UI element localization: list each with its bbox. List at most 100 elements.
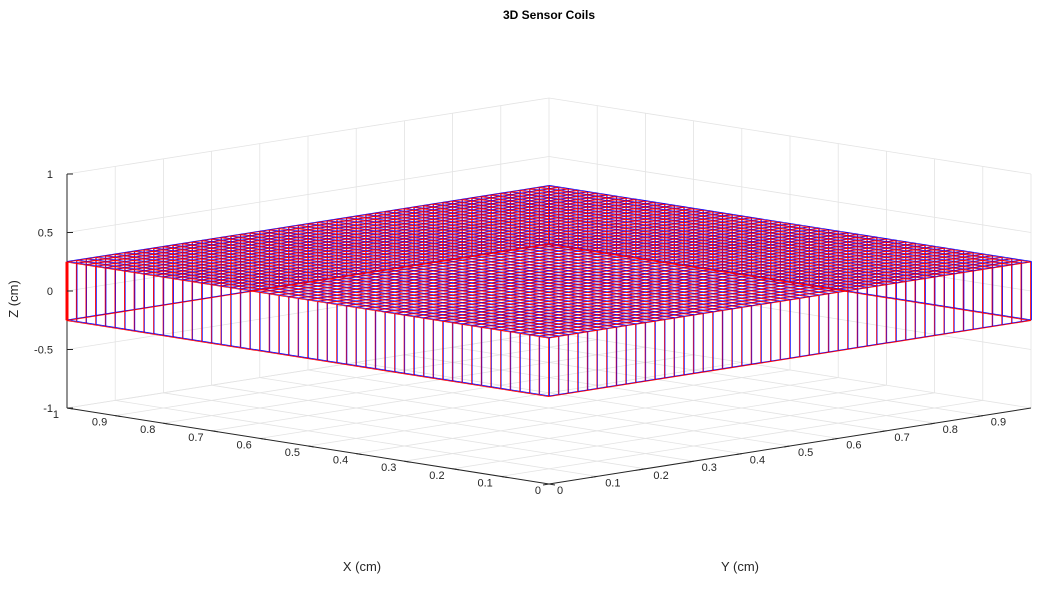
coil-top-line (452, 200, 935, 278)
x-tick-label: 0.9 (92, 417, 107, 429)
grid-line-floor-y (259, 377, 742, 454)
x-tick-mark (356, 453, 363, 456)
coil-top-line (278, 219, 761, 296)
coil-top-line (452, 200, 936, 277)
coil-top-line (297, 222, 781, 299)
coil-top-line (530, 188, 1013, 265)
x-tick-mark (163, 422, 170, 425)
grid-line-floor-y (452, 346, 935, 424)
grid-line-wall-y-horizontal (548, 156, 1032, 233)
coil-top-line (462, 198, 945, 276)
coil-top-line (317, 221, 801, 299)
coil-top-line (143, 197, 626, 275)
z-axis-label: Z (cm) (6, 280, 21, 318)
coil-top-line (443, 201, 926, 279)
coil-top-line (442, 202, 925, 280)
y-tick-mark (783, 445, 791, 448)
y-tick-mark (735, 453, 742, 456)
x-tick-label: 0.4 (333, 455, 348, 467)
x-tick-label: 0.7 (188, 432, 203, 444)
coil-top-line (432, 203, 916, 281)
coil-bottom-edge (66, 320, 549, 397)
coil-top-line (105, 191, 588, 269)
x-tick-label: 0.3 (381, 462, 396, 474)
x-tick-mark (307, 445, 315, 448)
y-tick-mark (639, 468, 646, 471)
grid-line-wall-x-horizontal (66, 331, 550, 409)
coil-top-line (520, 189, 1003, 267)
coil-top-line (346, 217, 829, 295)
x-tick-mark (211, 430, 218, 433)
y-tick-mark (542, 483, 550, 486)
x-tick-mark (452, 468, 459, 471)
x-tick-label: 0.1 (478, 477, 493, 489)
grid-line-wall-y-horizontal (548, 97, 1032, 175)
coil-top-line (76, 187, 559, 264)
coil-top-line (134, 196, 617, 274)
grid-line-floor-y (500, 339, 983, 416)
coil-top-line (162, 200, 646, 278)
y-tick-label: 0.7 (894, 432, 909, 444)
coil-top-line (529, 188, 1012, 266)
coil-bottom-edge (66, 244, 549, 321)
x-axis-label: X (cm) (343, 559, 381, 574)
x-tick-label: 1 (53, 409, 59, 421)
coil-top-line (538, 187, 1022, 264)
coil-top-line (549, 185, 1032, 262)
coil-top-line (326, 220, 809, 298)
x-tick-mark (259, 437, 266, 440)
z-tick-label: 0.5 (38, 228, 53, 240)
axis-ticks: 0 0.1 0.2 0.3 0.4 0.5 0.6 0.7 0.8 0.9 1 0 0.1 0.2 0.3 0… (34, 169, 1006, 497)
grid-line-wall-x-horizontal (66, 156, 550, 233)
y-tick-label: 0.4 (750, 455, 765, 467)
coil-top-line (510, 191, 993, 269)
coil-top-line (355, 216, 838, 293)
y-tick-label: 0.9 (991, 417, 1006, 429)
coil-top-line (308, 223, 791, 300)
x-tick-mark (548, 483, 556, 486)
coil-top-line (307, 223, 790, 301)
y-tick-label: 0.6 (846, 439, 861, 451)
coil-top-line (95, 190, 578, 268)
coil-top-line (548, 185, 1031, 263)
grid-line-floor-y (163, 392, 646, 470)
coil-top-line (519, 190, 1002, 268)
coil-top-line (288, 220, 771, 298)
x-tick-label: 0.6 (237, 439, 252, 451)
coil-bottom-edge (549, 319, 1032, 397)
y-tick-mark (591, 475, 598, 478)
y-tick-label: 0.1 (605, 477, 620, 489)
grid-line-floor-y (404, 354, 887, 432)
x-tick-mark (404, 460, 411, 463)
coil-top-line (124, 194, 607, 272)
y-tick-mark (832, 437, 839, 440)
coil-top-line (337, 218, 820, 296)
grid-line-wall-y-horizontal (548, 331, 1032, 409)
coil-top-line (472, 197, 955, 274)
z-tick-label: 1 (47, 169, 53, 181)
coil-top-line (153, 199, 636, 277)
coil-top-line (510, 191, 993, 268)
y-tick-mark (687, 460, 694, 463)
coil-top-line (182, 203, 665, 281)
y-tick-mark (976, 415, 983, 418)
z-tick-label: 0 (47, 286, 53, 298)
grid-line-floor-y (307, 369, 791, 447)
coil-top-line (433, 203, 916, 280)
coil-top-line (500, 193, 983, 271)
grid-line-wall-x-horizontal (66, 97, 550, 175)
y-tick-label: 0.5 (798, 447, 813, 459)
x-tick-label: 0.8 (140, 424, 155, 436)
coil-top-line (491, 194, 974, 271)
grid-line-floor-y (115, 400, 598, 477)
coil-top-line (471, 197, 954, 275)
coil-top-line (490, 194, 973, 272)
coil-top-line (269, 217, 752, 295)
coil-top-line (336, 219, 819, 296)
x-tick-label: 0.5 (285, 447, 300, 459)
coil-top-line (85, 188, 568, 266)
coil-bottom-edge (548, 244, 1031, 321)
grid-line-floor-y (356, 362, 839, 439)
y-tick-mark (880, 430, 887, 433)
coil-top-line (114, 193, 597, 271)
